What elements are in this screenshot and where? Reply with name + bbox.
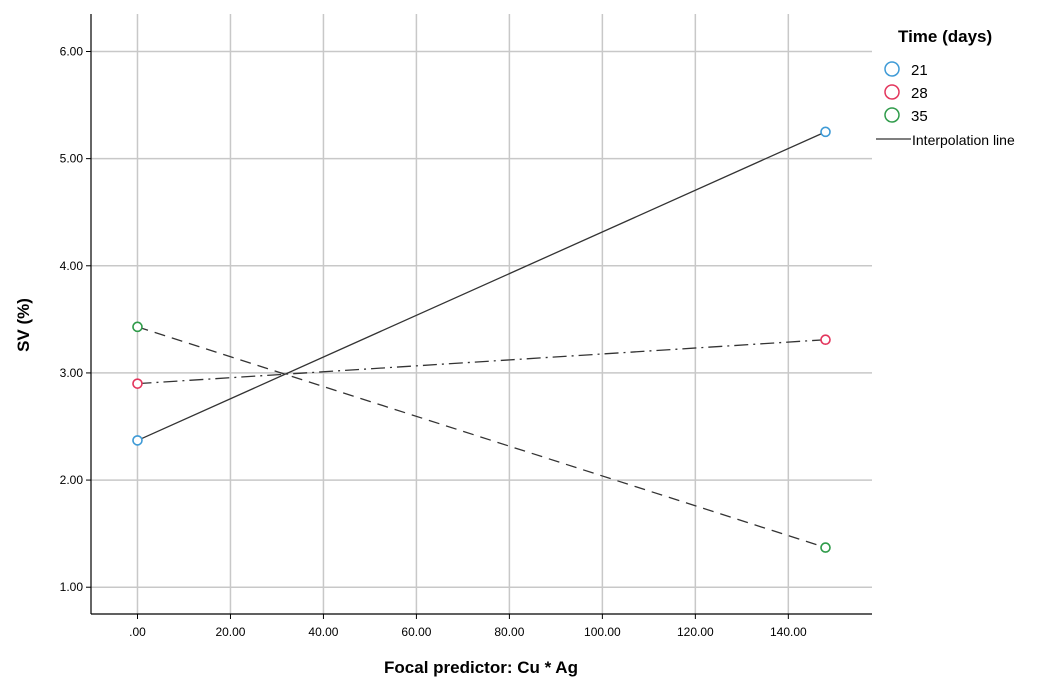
x-tick-label: .00 — [129, 625, 146, 639]
y-tick-label: 3.00 — [60, 366, 84, 380]
x-tick-label: 20.00 — [215, 625, 245, 639]
points-layer — [132, 126, 831, 553]
series-line-28 — [137, 339, 826, 385]
y-tick-label: 1.00 — [60, 580, 84, 594]
grid — [91, 14, 872, 614]
series-line-35 — [137, 326, 826, 549]
point-21 — [820, 126, 831, 138]
x-tick-label: 120.00 — [677, 625, 714, 639]
legend-marker-35 — [884, 107, 900, 123]
y-tick-label: 4.00 — [60, 259, 84, 273]
y-axis-title: SV (%) — [14, 298, 33, 352]
point-28 — [132, 378, 143, 389]
x-tick-label: 40.00 — [308, 625, 338, 639]
x-axis-title: Focal predictor: Cu * Ag — [384, 658, 578, 677]
legend-label-28: 28 — [911, 85, 928, 102]
x-tick-label: 140.00 — [770, 625, 807, 639]
legend-title: Time (days) — [898, 27, 992, 46]
x-tick-labels: .00 20.00 40.00 60.00 80.00 100.00 120.00 140.0… — [129, 625, 807, 639]
series-line-21 — [137, 131, 826, 442]
legend-interpolation-line-label: Interpolation line — [912, 132, 1015, 148]
x-tick-label: 100.00 — [584, 625, 621, 639]
y-tick-label: 5.00 — [60, 152, 84, 166]
y-tick-label: 6.00 — [60, 45, 84, 59]
x-tick-label: 60.00 — [401, 625, 431, 639]
legend-marker-28 — [884, 84, 900, 100]
legend: Time (days) 21 28 35 Interpolation line — [876, 27, 1015, 148]
y-tick-labels: 1.00 2.00 3.00 4.00 5.00 6.00 — [60, 45, 84, 595]
point-21 — [132, 435, 143, 446]
point-35 — [132, 321, 143, 333]
point-35 — [820, 542, 831, 553]
legend-marker-21 — [884, 61, 900, 77]
point-28 — [820, 334, 831, 346]
legend-label-21: 21 — [911, 62, 928, 79]
axes — [86, 14, 872, 619]
series-layer — [137, 131, 826, 549]
x-tick-label: 80.00 — [494, 625, 524, 639]
y-tick-label: 2.00 — [60, 473, 84, 487]
legend-label-35: 35 — [911, 108, 928, 125]
